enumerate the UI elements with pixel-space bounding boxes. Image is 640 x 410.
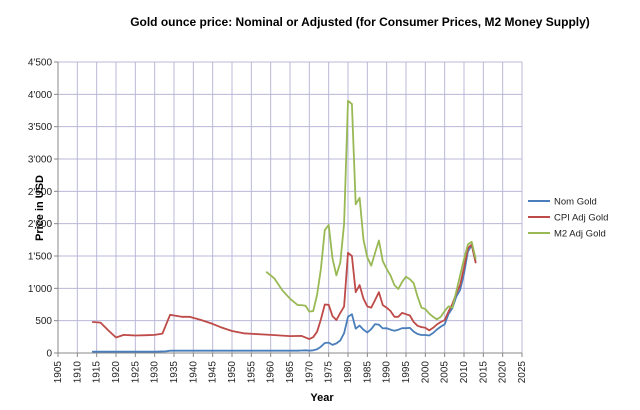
chart-title: Gold ounce price: Nominal or Adjusted (f…	[130, 15, 590, 29]
legend-entry: CPI Adj Gold	[554, 213, 608, 224]
x-tick-label: 1995	[401, 361, 412, 384]
x-tick-label: 1920	[111, 361, 122, 384]
y-tick-label: 4'000	[28, 90, 53, 101]
y-tick-label: 1'500	[28, 252, 53, 263]
x-tick-label: 2025	[517, 361, 528, 384]
x-tick-label: 1910	[72, 361, 83, 384]
x-tick-label: 1960	[266, 361, 277, 384]
x-tick-label: 1935	[169, 361, 180, 384]
x-tick-label: 1905	[53, 361, 64, 384]
x-tick-label: 1950	[227, 361, 238, 384]
x-tick-label: 1965	[285, 361, 296, 384]
x-tick-label: 1930	[150, 361, 161, 384]
y-tick-label: 2'500	[28, 187, 53, 198]
legend-entry: Nom Gold	[554, 197, 597, 208]
series-line-m2-adj-gold	[265, 99, 477, 321]
x-tick-label: 1985	[362, 361, 373, 384]
x-tick-label: 2015	[478, 361, 489, 384]
x-tick-label: 1980	[343, 361, 354, 384]
x-tick-label: 1940	[188, 361, 199, 384]
x-tick-label: 2010	[459, 361, 470, 384]
x-tick-label: 1925	[130, 361, 141, 384]
y-tick-label: 4'500	[28, 58, 53, 69]
y-axis-ticks: 0 500 1'000 1'500 2'000 2'500 3'000 3'500 4'000 4…	[28, 58, 58, 360]
x-axis-label: Year	[310, 392, 334, 404]
x-tick-label: 1990	[382, 361, 393, 384]
x-tick-label: 1970	[304, 361, 315, 384]
y-tick-label: 2'000	[28, 219, 53, 230]
y-tick-label: 3'500	[28, 122, 53, 133]
x-tick-label: 2000	[420, 361, 431, 384]
y-tick-label: 1'000	[28, 284, 53, 295]
x-tick-label: 1975	[324, 361, 335, 384]
series-line-nom-gold	[91, 244, 477, 353]
legend-entry: M2 Adj Gold	[554, 229, 606, 240]
series-line-cpi-adj-gold	[91, 243, 477, 341]
gridlines	[58, 61, 523, 353]
y-axis-label: Price in USD	[34, 175, 46, 241]
x-tick-label: 2020	[498, 361, 509, 384]
x-tick-label: 1915	[92, 361, 103, 384]
x-tick-label: 1945	[208, 361, 219, 384]
x-tick-label: 2005	[440, 361, 451, 384]
x-tick-label: 1955	[246, 361, 257, 384]
legend: Nom Gold CPI Adj Gold M2 Adj Gold	[528, 197, 608, 240]
y-tick-label: 3'000	[28, 155, 53, 166]
x-axis-ticks: 1905 1910 1915 1920 1925 1930 1935 1940 1945 1950…	[53, 353, 528, 383]
series-lines	[91, 99, 477, 353]
y-tick-label: 500	[35, 316, 52, 327]
y-tick-label: 0	[46, 349, 52, 360]
